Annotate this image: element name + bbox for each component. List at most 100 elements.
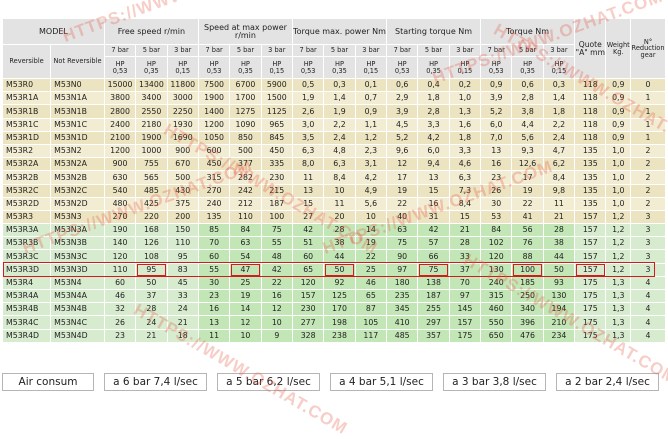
value-cell: 21 [448,223,482,238]
value-cell: 0,5 [291,77,325,93]
value-cell: 1 [630,117,666,132]
value-cell: 0,9 [605,104,632,119]
value-cell: 1,2 [605,249,632,264]
value-cell: 4,2 [354,170,388,185]
value-cell: 28 [135,302,168,317]
value-cell: 130 [542,288,576,304]
value-cell: 20 [323,209,356,225]
value-cell: 17 [386,170,419,185]
value-cell: 235 [386,288,419,304]
value-cell: 87 [354,302,388,317]
value-cell: 76 [511,236,544,251]
table-row: M53R2D M53N2D 480 425 375 240 212 187 15 11 5,6 22 1… [1,196,666,211]
value-cell: 150 [166,223,199,238]
value-cell: 1050 [197,130,231,145]
value-cell: 4 [630,315,666,330]
value-cell: 340 [511,302,544,317]
value-cell: 212 [229,196,262,211]
value-cell: 850 [229,130,262,145]
value-cell: 2,2 [323,117,356,132]
value-cell: 0,3 [323,77,356,93]
value-cell: 55 [260,236,293,251]
value-cell: 6700 [229,77,262,93]
value-cell: 5,6 [511,130,544,145]
hp-unit: HP [146,59,156,68]
value-cell: 8,0 [291,157,325,172]
value-cell: 60 [197,249,231,264]
value-cell: 377 [229,157,262,172]
value-cell: 2,4 [542,130,576,145]
value-cell: 4 [630,302,666,317]
hp-label: HP 0,53 [480,56,513,79]
value-cell: 3000 [166,91,199,106]
torque-max-power-header: Torque max. power Nm [291,18,388,45]
value-cell: 480 [103,196,137,211]
value-cell: 42 [417,223,450,238]
value-cell: 19 [229,288,262,304]
value-cell: 75 [417,262,450,277]
value-cell: 157 [574,209,607,225]
hp-value: 0,35 [238,66,253,75]
value-cell: 30 [480,196,513,211]
value-cell: 26 [103,315,137,330]
value-cell: 135 [574,183,607,198]
value-cell: 175 [574,288,607,304]
reversible-model: M53R2C [1,183,52,198]
value-cell: 157 [574,249,607,264]
reversible-header: Reversible [1,44,52,79]
value-cell: 1,4 [323,91,356,106]
reversible-model: M53R4A [1,288,52,304]
value-cell: 1,9 [291,91,325,106]
value-cell: 108 [135,249,168,264]
value-cell: 5,2 [386,130,419,145]
value-cell: 22 [354,249,388,264]
not-reversible-model: M53N1A [50,91,105,106]
value-cell: 12,6 [511,157,544,172]
value-cell: 845 [260,130,293,145]
value-cell: 100 [511,262,544,277]
value-cell: 540 [103,183,137,198]
value-cell: 135 [574,170,607,185]
value-cell: 215 [260,183,293,198]
value-cell: 1200 [103,143,137,159]
value-cell: 3,3 [417,117,450,132]
value-cell: 70 [448,275,482,291]
reversible-model: M53R1C [1,117,52,132]
value-cell: 8,4 [323,170,356,185]
table-row: M53R3C M53N3C 120 108 95 60 54 48 60 44 22 90 66 33 12… [1,249,666,264]
value-cell: 485 [135,183,168,198]
value-cell: 37 [135,288,168,304]
hp-value: 0,53 [300,66,316,75]
value-cell: 12 [260,302,293,317]
table-row: M53R1B M53N1B 2800 2550 2250 1400 1275 1125 2,6 1… [1,104,666,119]
table-row: M53R0 M53N0 15000 13400 11800 7500 6700 5900 0,5… [1,77,666,93]
value-cell: 8,4 [448,196,482,211]
value-cell: 50 [542,262,576,277]
reversible-model: M53R3C [1,249,52,264]
value-cell: 0,9 [480,77,513,93]
value-cell: 1,3 [605,302,632,317]
hp-unit: HP [303,59,313,68]
value-cell: 240 [197,196,231,211]
value-cell: 3 [630,236,666,251]
pressure-label: 7 bar [386,44,419,57]
hp-value: 0,15 [363,66,379,75]
not-reversible-model: M53N3 [50,209,105,225]
value-cell: 175 [574,315,607,330]
value-cell: 9,4 [417,157,450,172]
hp-unit: HP [335,59,344,68]
reversible-model: M53R3D [1,262,52,277]
reversible-model: M53R4C [1,315,52,330]
table-row: M53R3 M53N3 270 220 200 135 110 100 27 20 10 40 31 15… [1,209,666,225]
value-cell: 600 [197,143,231,159]
hp-label: HP 0,15 [542,56,576,79]
value-cell: 46 [103,288,137,304]
air-consumption-6bar: a 6 bar 7,4 l/sec [104,373,207,391]
hp-unit: HP [178,59,188,68]
value-cell: 6,0 [417,143,450,159]
hp-label: HP 0,35 [323,56,356,79]
table-row: M53R1D M53N1D 2100 1900 1690 1050 850 845 3,5 2,4… [1,130,666,145]
value-cell: 6,3 [448,170,482,185]
value-cell: 250 [511,288,544,304]
value-cell: 70 [197,236,231,251]
